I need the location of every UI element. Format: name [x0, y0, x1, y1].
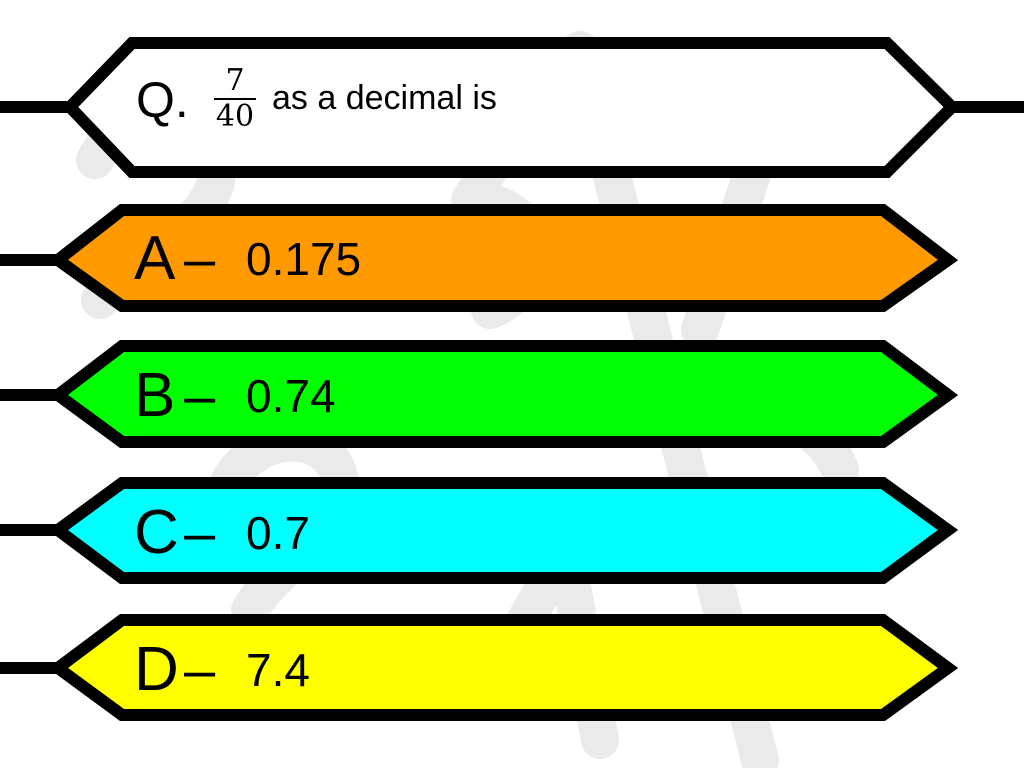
question-fraction: 7 40 [210, 66, 260, 132]
fraction-numerator: 7 [225, 63, 245, 98]
option-a-box[interactable] [47, 204, 959, 312]
option-d-value: 7.4 [246, 644, 310, 696]
option-b-letter: B [134, 361, 176, 430]
option-d-box[interactable] [47, 614, 959, 721]
fraction-bar [214, 98, 256, 100]
option-d-letter: D [134, 635, 179, 704]
option-c-value: 0.7 [246, 507, 310, 559]
option-d-dash: – [184, 638, 216, 701]
option-c-box[interactable] [47, 477, 959, 584]
option-a-dash: – [184, 227, 216, 290]
option-b-value: 0.74 [246, 370, 336, 422]
option-c-letter: C [134, 498, 179, 567]
option-b-dash: – [184, 364, 216, 427]
option-b-box[interactable] [47, 340, 959, 448]
question-box [61, 37, 961, 178]
option-c-dash: – [184, 501, 216, 564]
question-text: as a decimal is [272, 79, 497, 117]
fraction-denominator: 40 [215, 99, 255, 134]
option-a-letter: A [134, 224, 176, 293]
question-prefix: Q. [136, 72, 189, 128]
option-a-value: 0.175 [246, 233, 362, 285]
